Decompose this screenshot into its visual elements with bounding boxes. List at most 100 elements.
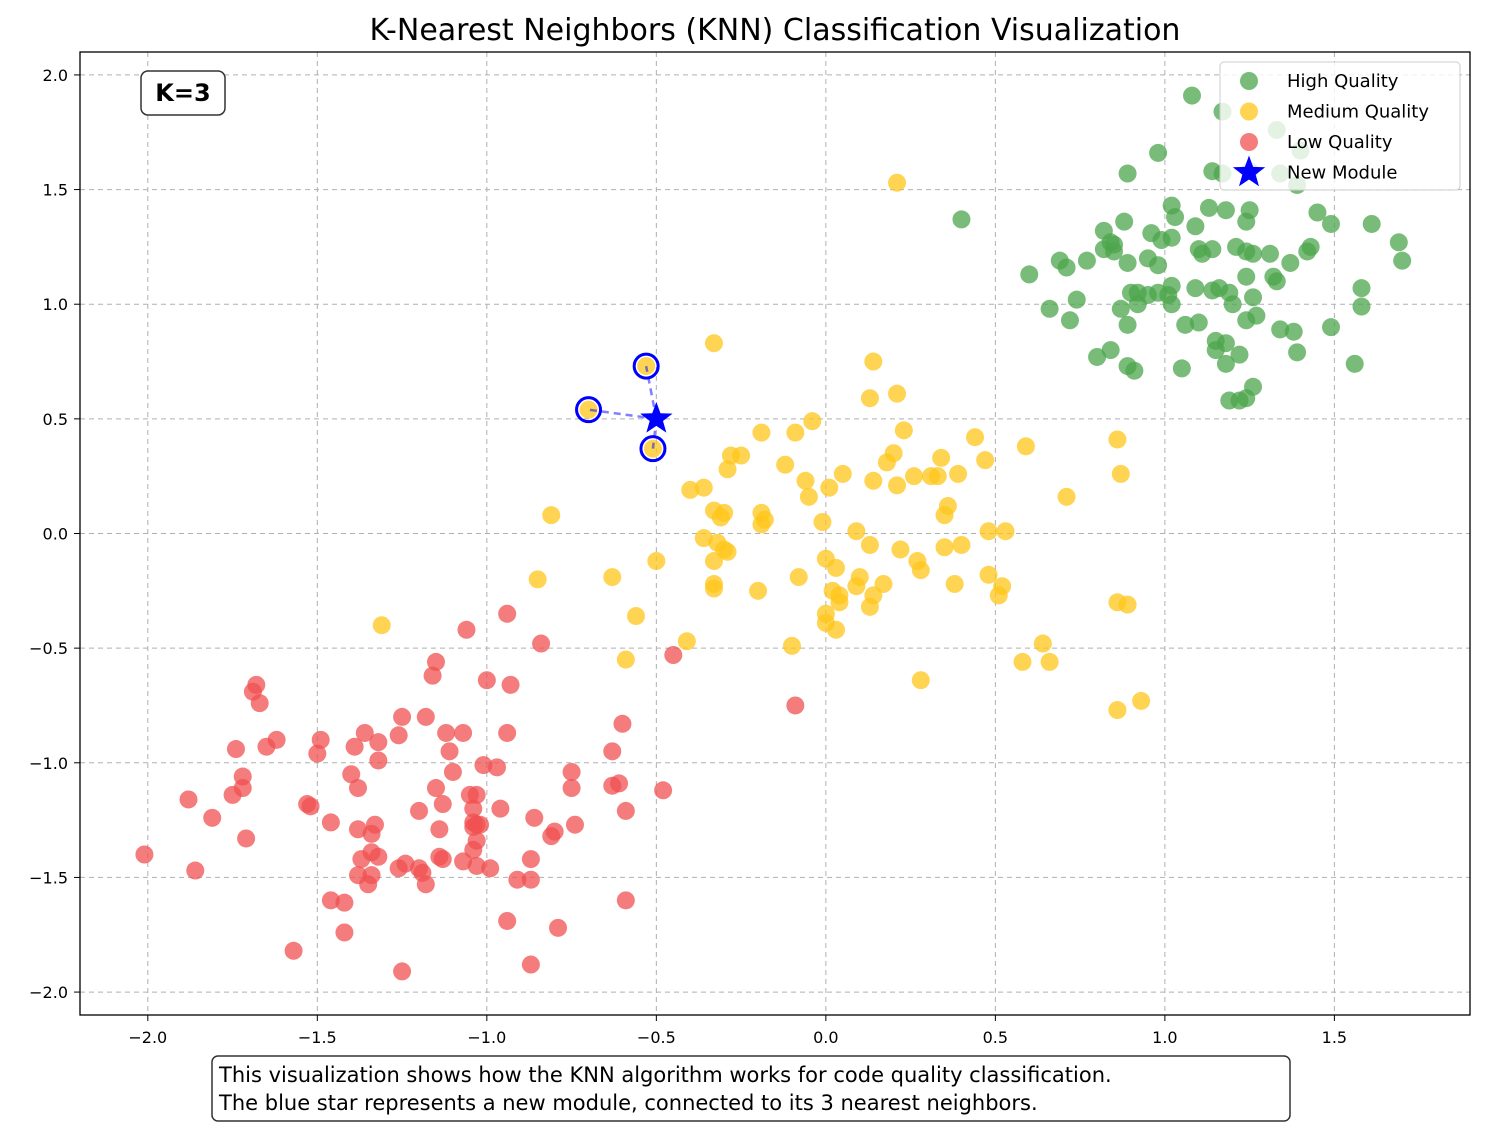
high-quality-point <box>1288 343 1307 362</box>
low-quality-point <box>369 733 388 752</box>
medium-quality-point <box>704 552 723 571</box>
x-tick-label: 0.0 <box>813 1028 838 1047</box>
high-quality-point <box>1040 299 1059 318</box>
low-quality-point <box>467 856 486 875</box>
medium-quality-point <box>966 428 985 447</box>
low-quality-point <box>549 918 568 937</box>
x-tick-label: 1.0 <box>1152 1028 1177 1047</box>
low-quality-point <box>349 779 367 798</box>
low-quality-point <box>521 955 540 974</box>
medium-quality-point <box>820 478 839 497</box>
medium-quality-point <box>718 542 737 561</box>
x-tick-label: −1.5 <box>298 1028 337 1047</box>
neighbor-link <box>644 365 658 420</box>
low-quality-point <box>226 740 245 759</box>
x-tick-label: −0.5 <box>637 1028 676 1047</box>
x-tick-label: −1.0 <box>467 1028 506 1047</box>
medium-quality-point <box>894 421 913 440</box>
high-quality-point <box>1267 272 1286 291</box>
low-quality-point <box>464 799 483 818</box>
y-tick-label: 0.0 <box>43 525 68 544</box>
low-quality-point <box>426 652 445 671</box>
low-quality-point <box>454 852 473 871</box>
high-quality-point <box>1186 217 1205 236</box>
medium-quality-point <box>928 467 947 486</box>
legend-label-medium-quality: Medium Quality <box>1287 102 1429 123</box>
low-quality-point <box>654 781 673 800</box>
high-quality-point <box>1223 295 1242 314</box>
high-quality-point <box>1118 315 1137 334</box>
low-quality-point <box>498 911 517 930</box>
medium-quality-point <box>864 352 883 371</box>
medium-quality-point <box>888 173 907 192</box>
medium-quality-point <box>979 522 998 541</box>
high-quality-point <box>1362 214 1381 233</box>
low-quality-point <box>532 634 551 653</box>
low-quality-point <box>335 923 354 942</box>
medium-quality-point <box>782 636 801 655</box>
low-quality-point <box>481 859 500 878</box>
medium-quality-point <box>935 538 954 557</box>
low-quality-point <box>491 799 510 818</box>
high-quality-point <box>1203 240 1222 259</box>
medium-quality-point <box>799 487 818 506</box>
x-tick-label: −2.0 <box>128 1028 167 1047</box>
low-quality-point <box>237 829 256 848</box>
high-quality-point <box>1101 341 1120 360</box>
low-quality-point <box>498 604 517 623</box>
caption-box: This visualization shows how the KNN alg… <box>211 1055 1291 1122</box>
neighbor-ring <box>632 352 660 380</box>
low-quality-point <box>471 815 490 834</box>
medium-quality-point <box>860 535 879 554</box>
high-quality-point <box>1237 267 1256 286</box>
high-quality-point <box>1077 251 1096 270</box>
high-quality-point <box>1162 295 1181 314</box>
medium-quality-point <box>888 476 907 495</box>
x-tick-label: 0.5 <box>983 1028 1008 1047</box>
medium-quality-point <box>877 453 896 472</box>
medium-quality-point <box>1057 487 1076 506</box>
low-quality-point <box>389 726 408 745</box>
high-quality-point <box>1203 162 1222 181</box>
medium-quality-point <box>847 577 866 596</box>
new-module-star <box>640 401 673 433</box>
medium-quality-point <box>911 671 930 690</box>
high-quality-point <box>1088 347 1107 366</box>
medium-quality-point <box>911 561 930 580</box>
k-badge: K=3 <box>140 70 226 116</box>
high-quality-point <box>1345 354 1364 373</box>
y-tick-label: 0.5 <box>43 410 68 429</box>
medium-quality-point <box>979 565 998 584</box>
medium-quality-point <box>752 515 771 534</box>
medium-quality-point <box>833 464 852 483</box>
legend-label-new-module: New Module <box>1287 163 1397 184</box>
low-quality-point <box>440 742 459 761</box>
low-quality-point <box>616 891 635 910</box>
low-quality-point <box>613 714 632 733</box>
medium-quality-point <box>1040 652 1059 671</box>
high-quality-point <box>1199 198 1218 217</box>
medium-quality-point <box>627 607 645 626</box>
medium-quality-point <box>1033 634 1052 653</box>
low-quality-point <box>250 694 269 713</box>
y-tick-label: 1.0 <box>43 295 68 314</box>
low-quality-point <box>498 723 517 742</box>
y-tick-label: −1.5 <box>29 868 68 887</box>
low-quality-point <box>369 847 388 866</box>
medium-quality-point <box>860 597 879 616</box>
medium-quality-point <box>847 522 866 541</box>
medium-quality-point <box>704 579 723 598</box>
high-quality-point <box>1237 389 1256 408</box>
high-quality-point <box>1216 354 1235 373</box>
high-quality-point <box>1237 212 1256 231</box>
high-quality-point <box>1162 228 1181 247</box>
high-quality-point <box>952 210 971 229</box>
high-quality-point <box>1050 251 1069 270</box>
medium-quality-point <box>1108 430 1127 449</box>
low-quality-point <box>488 758 506 777</box>
medium-quality-point <box>647 552 666 571</box>
medium-quality-point <box>830 593 849 612</box>
low-quality-point <box>443 762 462 781</box>
high-quality-point <box>1149 143 1168 162</box>
high-quality-point <box>1118 253 1137 272</box>
